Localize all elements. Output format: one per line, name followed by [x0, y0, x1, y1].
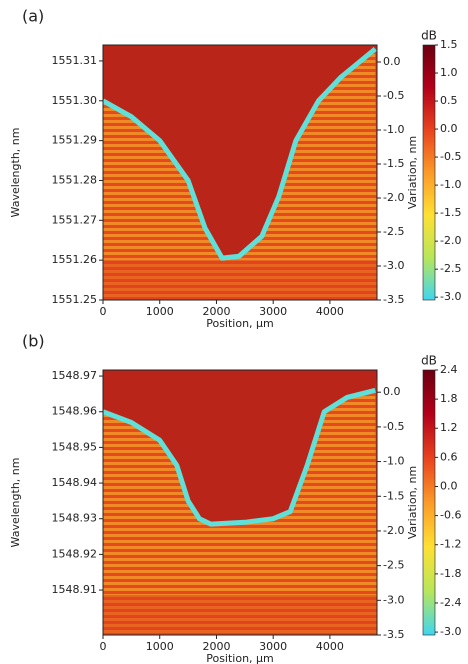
colorbar-tick-label: -2.0: [440, 234, 461, 247]
y2-tick-label: 0.0: [383, 385, 401, 398]
x-tick-label: 2000: [202, 305, 230, 318]
colorbar-tick-label: -2.4: [440, 596, 461, 609]
colorbar: [422, 369, 436, 636]
heatmap-haze: [103, 595, 377, 635]
plot-frame: [102, 369, 378, 636]
colorbar-tick-label: -1.8: [440, 567, 461, 580]
plot-frame: [102, 44, 378, 301]
y-tick-label: 1548.96: [52, 405, 98, 418]
y-tick-label: 1548.95: [52, 440, 98, 453]
heatmap: [103, 45, 377, 300]
colorbar-tick-label: 0.6: [440, 450, 458, 463]
x-axis-label: Position, μm: [206, 652, 274, 664]
colorbar-tick-label: 1.8: [440, 392, 458, 405]
y2-axis-label: Variation, nm: [406, 466, 419, 539]
colorbar-tick-label: -2.5: [440, 262, 461, 275]
y-tick-label: 1548.91: [52, 583, 98, 596]
y-tick-label: 1548.93: [52, 512, 98, 525]
y-tick-label: 1548.94: [52, 476, 98, 489]
panel-label: (b): [22, 332, 45, 351]
y2-tick-label: -1.5: [383, 157, 404, 170]
y2-axis-label: Variation, nm: [406, 136, 419, 209]
x-axis-label: Position, μm: [206, 317, 274, 330]
heatmap-haze: [103, 260, 377, 300]
x-tick-label: 4000: [316, 640, 344, 653]
x-tick-label: 3000: [259, 640, 287, 653]
heatmap-dark-region: [103, 370, 377, 525]
colorbar-tick-label: 0.5: [440, 94, 458, 107]
y2-tick-label: -3.5: [383, 293, 404, 306]
y2-tick-label: -1.0: [383, 455, 404, 468]
heatmap-fringes: [103, 48, 377, 300]
y2-tick-label: -3.5: [383, 628, 404, 641]
y-tick-label: 1551.27: [52, 213, 98, 226]
y-tick-label: 1551.29: [52, 134, 98, 147]
heatmap-dark-region: [103, 45, 377, 259]
x-tick-label: 4000: [316, 305, 344, 318]
y2-tick-label: -3.0: [383, 259, 404, 272]
x-tick-label: 1000: [146, 305, 174, 318]
colorbar-tick-label: 2.4: [440, 363, 458, 376]
colorbar-tick-label: -3.0: [440, 290, 461, 303]
y-axis-label: Wavelength, nm: [9, 128, 22, 218]
y-tick-label: 1551.31: [52, 54, 98, 67]
colorbar-label: dB: [421, 354, 437, 368]
y-axis-label: Wavelength, nm: [9, 458, 22, 548]
colorbar-tick-label: 0.0: [440, 479, 458, 492]
y-tick-label: 1551.25: [52, 293, 98, 306]
colorbar-label: dB: [421, 29, 437, 43]
colorbar-tick-label: -1.5: [440, 206, 461, 219]
colorbar-tick-label: -3.0: [440, 625, 461, 638]
x-tick-label: 0: [100, 305, 107, 318]
colorbar-tick-label: 1.2: [440, 421, 458, 434]
y2-tick-label: -2.0: [383, 524, 404, 537]
heatmap: [103, 370, 377, 635]
y-tick-label: 1551.30: [52, 94, 98, 107]
y2-tick-label: -2.0: [383, 191, 404, 204]
heatmap-fringes: [103, 390, 377, 635]
colorbar-tick-label: 1.0: [440, 66, 458, 79]
panel-label: (a): [22, 7, 44, 26]
y2-tick-label: -0.5: [383, 89, 404, 102]
colorbar-tick-label: -0.5: [440, 150, 461, 163]
x-tick-label: 0: [100, 640, 107, 653]
y2-tick-label: 0.0: [383, 55, 401, 68]
trace-line: [103, 387, 376, 527]
trace-line: [103, 47, 377, 261]
y-tick-label: 1551.26: [52, 253, 98, 266]
x-tick-label: 2000: [202, 640, 230, 653]
colorbar-tick-label: -1.2: [440, 538, 461, 551]
y2-tick-label: -3.0: [383, 593, 404, 606]
colorbar: [422, 44, 436, 301]
y2-tick-label: -1.5: [383, 489, 404, 502]
y2-tick-label: -0.5: [383, 420, 404, 433]
colorbar-tick-label: 0.0: [440, 122, 458, 135]
colorbar-tick-label: -1.0: [440, 178, 461, 191]
y-tick-label: 1548.92: [52, 547, 98, 560]
x-tick-label: 1000: [146, 640, 174, 653]
colorbar-tick-label: 1.5: [440, 38, 458, 51]
y2-tick-label: -1.0: [383, 123, 404, 136]
y2-tick-label: -2.5: [383, 225, 404, 238]
y2-tick-label: -2.5: [383, 559, 404, 572]
x-tick-label: 3000: [259, 305, 287, 318]
y-tick-label: 1551.28: [52, 173, 98, 186]
y-tick-label: 1548.97: [52, 369, 98, 382]
colorbar-tick-label: -0.6: [440, 509, 461, 522]
